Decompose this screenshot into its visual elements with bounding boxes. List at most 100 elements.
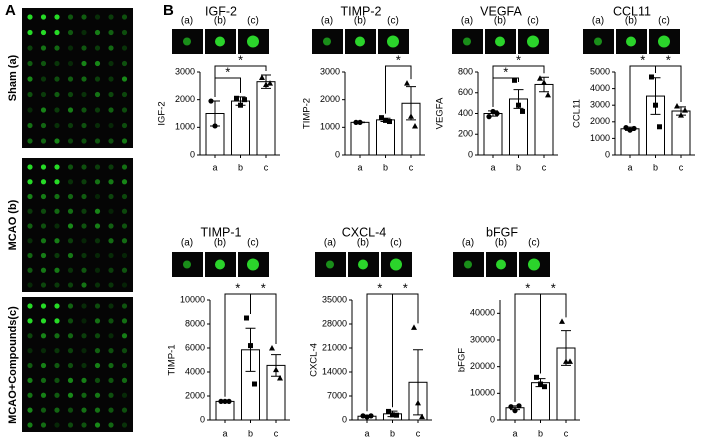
blot-dot <box>183 37 191 46</box>
strip-label: (a) <box>181 16 193 27</box>
array-dot <box>27 29 33 36</box>
data-point <box>512 77 517 83</box>
data-point <box>353 119 359 125</box>
blot-dot <box>387 35 399 48</box>
x-tick-label: b <box>653 162 658 172</box>
array-dot <box>94 45 101 51</box>
y-tick-label: 3000 <box>175 66 195 76</box>
array-dot <box>121 76 128 82</box>
error-bar <box>245 327 256 372</box>
array-dot <box>27 122 33 129</box>
array-dot <box>40 267 47 273</box>
array-dot <box>121 377 128 383</box>
array-dot <box>40 392 47 398</box>
array-dot <box>27 193 33 200</box>
data-point <box>563 358 569 364</box>
array-dot <box>108 392 114 398</box>
array-dot <box>54 208 60 214</box>
array-dot <box>121 208 128 214</box>
data-point <box>508 404 514 410</box>
blot-dot <box>323 37 331 46</box>
y-axis-label: VEGFA <box>435 97 446 129</box>
y-tick-label: 3000 <box>590 100 610 110</box>
blot-dot <box>215 36 225 47</box>
array-dot <box>67 193 74 200</box>
x-tick-label: a <box>627 162 632 172</box>
error-bar <box>271 354 281 377</box>
data-point <box>269 345 275 351</box>
data-point <box>419 413 425 420</box>
data-point <box>277 375 283 381</box>
array-dot <box>81 377 87 383</box>
x-tick-label: c <box>679 162 684 172</box>
data-point <box>244 315 249 321</box>
array-dot <box>121 107 128 113</box>
array-dot <box>27 267 33 273</box>
y-tick-label: 1000 <box>590 133 610 143</box>
data-point <box>222 398 228 404</box>
array-dot <box>40 252 47 259</box>
x-tick-label: c <box>416 428 421 438</box>
y-tick-label: 600 <box>458 87 473 97</box>
x-tick-label: a <box>490 162 495 172</box>
array-dot <box>94 122 101 129</box>
array-dot <box>27 318 33 324</box>
strip-label: (b) <box>214 16 226 27</box>
array-dot <box>94 318 101 324</box>
y-tick-label: 1000 <box>320 122 340 132</box>
y-tick-label: 400 <box>458 108 473 118</box>
array-dot <box>67 252 74 259</box>
y-tick-label: 200 <box>458 129 473 139</box>
array-dot <box>40 60 47 67</box>
array-dot <box>94 348 101 354</box>
bar <box>376 119 395 156</box>
bar <box>483 113 503 156</box>
array-dot <box>67 282 74 288</box>
array-dot <box>94 392 101 398</box>
array-dot <box>94 362 101 369</box>
y-tick-label: 0 <box>190 149 195 159</box>
array-dot <box>27 91 33 98</box>
blot-dot <box>355 36 365 47</box>
array-dot <box>81 122 87 129</box>
array-label: MCAO+Compounds(c) <box>7 306 19 424</box>
array-dot <box>54 122 60 129</box>
array-dot <box>81 282 87 288</box>
array-dot <box>27 377 33 383</box>
data-point <box>390 412 395 418</box>
blot-dot <box>495 36 505 47</box>
blot-dot <box>528 258 540 271</box>
array-dot <box>108 303 114 309</box>
y-tick-label: 4000 <box>185 366 205 376</box>
array-dot <box>54 318 60 324</box>
array-dot <box>67 392 74 398</box>
chart-title: CXCL-4 <box>342 225 387 239</box>
x-tick-label: a <box>357 162 362 172</box>
array-dot <box>67 422 74 428</box>
array-dot <box>81 138 87 144</box>
array-dot <box>121 14 128 20</box>
y-tick-label: 7000 <box>327 390 347 400</box>
blot-dot <box>358 259 368 270</box>
array-dot <box>27 76 33 82</box>
array-dot <box>54 91 60 98</box>
array-dot <box>121 164 128 170</box>
bar <box>215 400 235 421</box>
array-dot <box>67 164 74 170</box>
array-dot <box>40 76 47 82</box>
strip-label: (b) <box>354 16 366 27</box>
array-dot <box>67 107 74 113</box>
y-tick-label: 3000 <box>320 66 340 76</box>
array-dot <box>108 318 114 324</box>
array-dot <box>121 122 128 129</box>
y-tick-label: 1000 <box>175 122 195 132</box>
y-axis-label: IGF-2 <box>157 101 168 125</box>
array-dot <box>121 362 128 369</box>
array-dot <box>94 377 101 383</box>
array-dot <box>40 107 47 113</box>
array-dot <box>108 252 114 259</box>
strip-label: (b) <box>495 238 507 249</box>
array-dot <box>54 164 60 170</box>
blot-dot <box>215 259 225 270</box>
array-dot <box>94 422 101 428</box>
